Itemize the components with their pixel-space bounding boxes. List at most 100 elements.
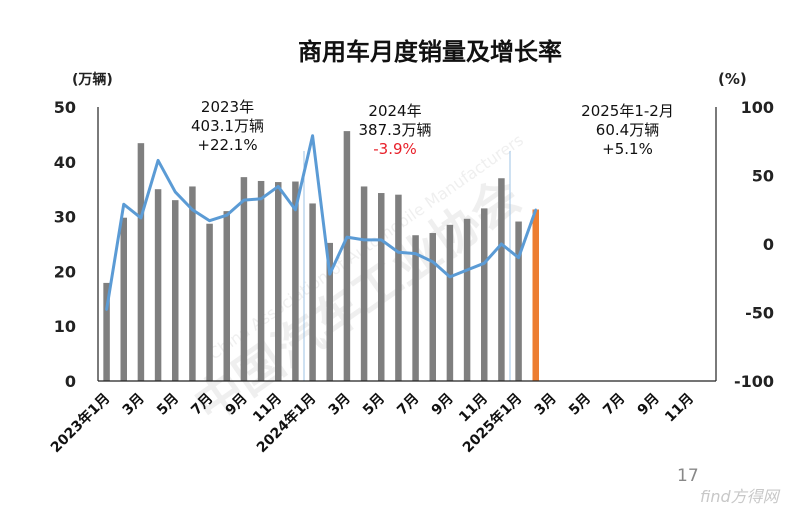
watermark-logo: find方得网 (700, 487, 779, 506)
bar (137, 143, 145, 381)
bar (240, 177, 248, 381)
bar (103, 282, 110, 381)
y-axis-right: -100 -50 0 50 100 (715, 98, 774, 391)
growth-point (225, 214, 228, 217)
bar (360, 186, 368, 381)
y-left-tick-label: 30 (54, 208, 76, 227)
x-tick-label: 5月 (154, 391, 182, 419)
bar (172, 200, 179, 381)
x-tick-label: 11月 (662, 391, 697, 426)
x-tick-label: 9月 (635, 391, 663, 419)
bar (223, 211, 230, 381)
annotation-growth: -3.9% (373, 140, 417, 158)
bar-highlight (532, 209, 539, 381)
bar (429, 233, 436, 381)
bar (257, 180, 265, 381)
growth-point (105, 308, 108, 311)
growth-point (500, 242, 503, 246)
growth-point (465, 268, 469, 272)
bar (515, 221, 522, 381)
y-right-tick-label: 100 (741, 98, 774, 117)
annotation-year: 2025年1-2月 (581, 102, 674, 120)
growth-point (380, 238, 383, 242)
annotation-year: 2024年 (368, 102, 422, 120)
x-tick-label: 2023年1月 (47, 390, 113, 456)
y-left-tick-label: 50 (54, 98, 76, 117)
year-separators (303, 151, 511, 381)
y-right-tick-label: -50 (745, 304, 774, 323)
bar (378, 193, 385, 381)
growth-point (294, 208, 297, 211)
bar (446, 224, 454, 381)
watermark: 中国汽车工业协会 China Association of Automobile… (184, 130, 531, 434)
growth-point (534, 208, 537, 211)
annotation-year: 2023年 (200, 98, 255, 116)
growth-point (311, 134, 314, 137)
y-right-tick-label: -100 (734, 372, 774, 391)
growth-point (483, 261, 486, 265)
bar (292, 181, 299, 381)
bar (498, 178, 505, 381)
y-axis-left: 0 10 20 30 40 50 (54, 98, 99, 391)
bar (395, 194, 402, 381)
annotation-2025: 2025年1-2月 60.4万辆 +5.1% (545, 102, 710, 159)
growth-line (105, 134, 538, 311)
bar (206, 223, 213, 381)
annotation-growth: +22.1% (197, 136, 258, 154)
x-tick-label: 7月 (394, 391, 422, 419)
y-left-tick-label: 40 (54, 153, 76, 172)
growth-point (431, 260, 434, 264)
y-left-tick-label: 0 (65, 372, 76, 391)
y-left-unit: (万辆) (72, 71, 113, 88)
growth-point (345, 235, 349, 239)
y-left-tick-label: 20 (54, 262, 76, 281)
growth-point (122, 203, 125, 206)
bar (154, 189, 162, 381)
growth-point (397, 251, 400, 254)
bar (481, 208, 488, 381)
page-number: 17 (677, 466, 699, 486)
annotation-volume: 403.1万辆 (191, 117, 264, 135)
annotation-2023: 2023年 403.1万辆 +22.1% (160, 98, 295, 155)
bar (326, 242, 333, 381)
chart-title: 商用车月度销量及增长率 (298, 38, 562, 66)
x-tick-label: 9月 (429, 391, 457, 419)
x-tick-label: 7月 (600, 391, 628, 419)
annotation-volume: 387.3万辆 (358, 121, 432, 139)
growth-point (259, 197, 263, 200)
y-right-unit: (%) (718, 70, 747, 88)
growth-point (517, 256, 520, 259)
growth-point (174, 190, 177, 194)
growth-point (414, 252, 417, 255)
y-left-tick-label: 10 (54, 317, 76, 336)
y-right-tick-label: 50 (752, 167, 774, 186)
bars-group (103, 131, 539, 381)
x-tick-label: 3月 (326, 391, 354, 419)
x-tick-label: 3月 (120, 391, 148, 419)
x-tick-label: 5月 (566, 391, 594, 419)
annotation-volume: 60.4万辆 (595, 121, 660, 139)
bar (309, 203, 316, 381)
annotation-2024: 2024年 387.3万辆 -3.9% (330, 102, 460, 159)
x-tick-label: 3月 (532, 391, 560, 419)
growth-point (328, 272, 331, 276)
bar (463, 218, 471, 381)
growth-point (156, 159, 160, 162)
growth-point (242, 198, 246, 202)
bar (189, 186, 196, 381)
growth-point (139, 216, 143, 220)
growth-line-group (105, 134, 538, 311)
bar (343, 131, 351, 381)
y-right-tick-label: 0 (763, 235, 774, 254)
growth-point (208, 219, 211, 222)
growth-point (448, 275, 452, 279)
bar (412, 235, 419, 381)
growth-point (362, 238, 366, 242)
bar (120, 217, 127, 381)
growth-point (277, 185, 280, 188)
annotation-growth: +5.1% (602, 140, 653, 158)
growth-point (191, 208, 194, 211)
bar (275, 182, 282, 381)
